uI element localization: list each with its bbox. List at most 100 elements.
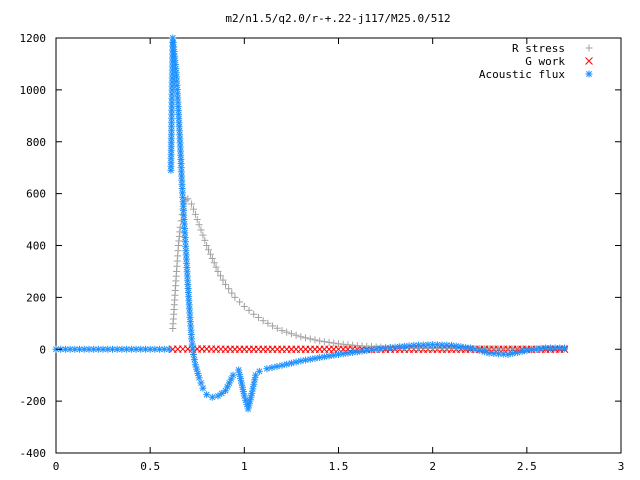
data-point: [235, 366, 243, 374]
legend-marker: [585, 70, 593, 78]
y-tick-label: 1000: [20, 84, 47, 97]
data-point: [316, 354, 324, 362]
series-0: [169, 195, 568, 353]
data-point: [212, 263, 220, 271]
data-point: [222, 280, 229, 288]
data-point: [297, 333, 305, 341]
data-point: [250, 380, 258, 388]
data-point: [523, 347, 531, 355]
data-point: [283, 328, 291, 336]
data-point: [231, 293, 239, 301]
data-point: [263, 365, 271, 373]
data-point: [240, 302, 248, 310]
plot-frame: [55, 37, 622, 454]
data-point: [278, 327, 286, 335]
y-tick-label: 200: [26, 291, 46, 304]
data-point: [466, 344, 474, 352]
data-point: [335, 350, 342, 358]
data-point: [443, 341, 451, 349]
data-point: [208, 393, 216, 401]
data-point: [165, 345, 173, 353]
data-point: [151, 345, 159, 353]
axes: 0 0.5 1 1.5 2 2.5 3 -400 -200 0 200 400 600 800 1000 12…: [20, 32, 625, 473]
y-tick-label: 0: [39, 343, 46, 356]
data-point: [195, 374, 203, 382]
data-point: [214, 392, 222, 400]
data-point: [438, 341, 446, 349]
data-point: [372, 345, 380, 353]
data-point: [188, 335, 196, 343]
y-tick-label: 800: [26, 136, 46, 149]
data-point: [400, 342, 408, 350]
data-point: [255, 367, 263, 375]
x-tick-label: 2: [429, 460, 436, 473]
x-tick-label: 3: [618, 460, 625, 473]
data-point: [480, 348, 488, 356]
data-point: [513, 348, 521, 356]
data-point: [325, 338, 333, 346]
data-point: [188, 340, 196, 348]
data-point: [320, 353, 328, 361]
data-point: [189, 345, 197, 353]
data-point: [287, 330, 295, 338]
data-point: [504, 350, 512, 358]
data-point: [316, 337, 324, 345]
data-point: [462, 343, 470, 351]
data-point: [214, 267, 222, 275]
data-point: [239, 388, 247, 396]
data-point: [238, 383, 246, 391]
data-point: [367, 346, 375, 354]
x-tick-label: 0: [53, 460, 60, 473]
data-point: [249, 385, 257, 393]
data-point: [302, 334, 310, 342]
data-point: [208, 254, 216, 262]
legend-marker: [585, 57, 593, 65]
data-point: [210, 259, 218, 267]
x-tick-label: 2.5: [517, 460, 537, 473]
data-point: [358, 347, 366, 355]
data-point: [476, 347, 484, 355]
data-point: [518, 348, 526, 356]
data-point: [528, 346, 536, 354]
legend-label: G work: [525, 55, 565, 68]
data-point: [283, 360, 291, 368]
data-point: [191, 210, 199, 218]
data-point: [218, 389, 226, 397]
x-tick-label: 0.5: [140, 460, 160, 473]
data-point: [448, 341, 455, 349]
data-point: [184, 195, 192, 203]
chart-title: m2/n1.5/q2.0/r-+.22-j117/M25.0/512: [225, 12, 450, 25]
data-point: [132, 345, 140, 353]
data-point: [561, 344, 568, 352]
data-point: [197, 379, 205, 387]
data-point: [238, 379, 246, 387]
x-tick-label: 1.5: [329, 460, 349, 473]
data-point: [206, 250, 214, 258]
data-point: [118, 345, 126, 353]
y-tick-label: 1200: [20, 32, 47, 45]
data-point: [182, 255, 190, 263]
data-point: [320, 338, 328, 346]
data-point: [537, 345, 545, 353]
data-point: [66, 345, 74, 353]
data-point: [457, 343, 465, 351]
data-point: [248, 389, 256, 397]
data-point: [330, 351, 338, 359]
legend-label: R stress: [512, 42, 565, 55]
data-point: [287, 359, 295, 367]
data-point: [237, 375, 245, 383]
data-point: [113, 345, 121, 353]
legend-marker: [585, 44, 593, 52]
data-point: [229, 371, 237, 379]
data-point: [251, 376, 259, 384]
data-point: [199, 231, 207, 239]
legend-label: Acoustic flux: [479, 68, 565, 81]
data-point: [201, 236, 209, 244]
data-point: [273, 362, 281, 370]
data-point: [306, 335, 314, 343]
data-point: [349, 348, 357, 356]
y-tick-label: 600: [26, 188, 46, 201]
y-tick-label: 400: [26, 240, 46, 253]
